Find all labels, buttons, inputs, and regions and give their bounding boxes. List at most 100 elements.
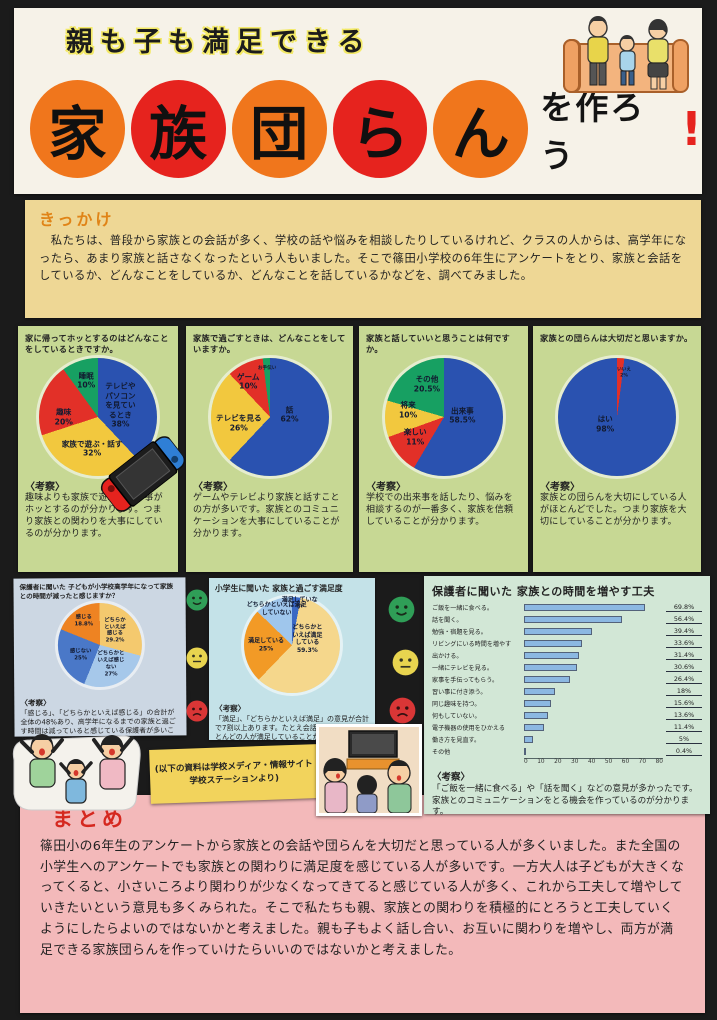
- axis-tick-label: 10: [537, 759, 545, 765]
- survey-panel-relax: 家に帰ってホッとするのはどんなことをしているときですか。 テレビやパソコンを見て…: [18, 326, 186, 572]
- bar-chart-ideas: ご飯を一緒に食べる。 69.8% 話を聞く。 56.4% 勉強・宿題を見る。 39.4% リ…: [432, 601, 702, 765]
- bar-category-label: 家事を手伝ってもらう。: [432, 676, 499, 684]
- title-circle: ら: [332, 80, 428, 178]
- bar-row: ご飯を一緒に食べる。 69.8%: [432, 601, 702, 613]
- kousatsu-label: 〈考察〉: [20, 698, 51, 708]
- pie-slice-label: 睡眠 10%: [77, 371, 96, 390]
- bar-fill: [524, 651, 579, 659]
- pie-slice-label: 趣味 20%: [54, 407, 73, 427]
- bar-row: 家事を手伝ってもらう。 26.4%: [432, 673, 702, 685]
- bar-value-label: 56.4%: [666, 615, 702, 624]
- kousatsu-label: 〈考察〉: [366, 482, 406, 494]
- bar-row: 何もしていない。 13.6%: [432, 709, 702, 721]
- bar-axis: 0 10 20 30 40 50 60 70 80: [524, 758, 663, 765]
- bar-track: [524, 639, 663, 647]
- bar-row: 働き方を見直す。 5%: [432, 733, 702, 745]
- bar-value-label: 26.4%: [666, 675, 702, 684]
- exclamation-mark: !: [681, 102, 702, 156]
- survey-question: 家族と話していいと思うことは何ですか。: [366, 333, 511, 355]
- pie-slice-label: いいえ 2%: [617, 367, 631, 379]
- survey-panel-topics: 家族と話していいと思うことは何ですか。 出来事 58.5% 楽しい 11% 将来 1…: [359, 326, 528, 572]
- bar-track: [524, 699, 663, 707]
- bar-value-label: 69.8%: [666, 603, 702, 612]
- bar-fill: [524, 675, 570, 683]
- pie-slice-label: 話 62%: [280, 405, 299, 424]
- bar-fill: [524, 603, 646, 611]
- bar-track: [524, 603, 663, 611]
- title-suffix: を作ろう: [540, 88, 646, 175]
- bar-track: [524, 663, 663, 671]
- kousatsu-text: 「満足」、「どちらかといえば満足」の意見が合計で7割以上あります。たとえ会話が少…: [215, 715, 369, 742]
- bar-category-label: 一緒にテレビを見る。: [432, 664, 493, 672]
- pie-slice-label: どちらかといえば満足していない: [246, 601, 307, 617]
- bar-row: 話を聞く。 56.4%: [432, 613, 702, 625]
- bar-value-label: 11.4%: [666, 723, 702, 732]
- bar-fill: [524, 615, 622, 623]
- axis-tick-label: 30: [571, 759, 579, 765]
- kousatsu-text: 家族との団らんを大切にしている人がほとんどでした。つまり家族を大切にしていること…: [540, 493, 687, 527]
- kousatsu-label: 〈考察〉: [215, 704, 246, 713]
- panel-title: 保護者に聞いた 家族との時間を増やす工夫: [432, 585, 655, 598]
- bar-track: [524, 651, 663, 659]
- axis-tick-label: 80: [655, 759, 663, 765]
- pie-slice-label: テレビを見る 26%: [216, 413, 262, 433]
- smiley-sad-icon: [389, 697, 416, 724]
- smiley-neutral-icon: [186, 647, 208, 669]
- pie-chart-satisfaction: 満足していない どちらかといえば満足している 59.3% 満足している 25% どちら…: [244, 596, 340, 693]
- bar-category-label: 同じ趣味を持つ。: [432, 700, 481, 708]
- family-sofa-drawing: [563, 16, 689, 93]
- bar-fill: [524, 711, 548, 719]
- bar-category-label: 話を聞く。: [432, 616, 463, 624]
- pie-slice-label: ゲーム 10%: [236, 372, 260, 391]
- panel-title: 小学生に聞いた 家族と過ごす満足度: [215, 584, 343, 593]
- parents-ideas-panel: 保護者に聞いた 家族との時間を増やす工夫 ご飯を一緒に食べる。 69.8% 話を聞く…: [424, 576, 710, 817]
- bar-value-label: 13.6%: [666, 711, 702, 720]
- bar-fill: [524, 627, 593, 635]
- pie-chart-activities: 話 62% テレビを見る 26% ゲーム 10% お手伝い: [210, 358, 329, 477]
- bar-value-label: 31.4%: [666, 651, 702, 660]
- axis-tick-label: 20: [554, 759, 562, 765]
- kousatsu-label: 〈考察〉: [432, 772, 471, 783]
- survey-panel-importance: 家族との団らんは大切だと思いますか。 いいえ 2% はい 98% 〈考察〉 家族と…: [533, 326, 701, 572]
- bar-fill: [524, 699, 552, 707]
- pie-chart-topics: 出来事 58.5% 楽しい 11% 将来 10% その他 20.5%: [384, 358, 503, 477]
- pie-slice-label: 満足していない: [281, 596, 318, 611]
- pie-slice-label: どちらかといえば感じる 29.2%: [104, 617, 126, 644]
- kousatsu-text: 学校での出来事を話したり、悩みを相談するのが一番多く、家族を信頼していることが分…: [366, 493, 514, 527]
- bar-track: [524, 627, 663, 635]
- pie-slice-label: どちらかといえば満足している 59.3%: [292, 624, 323, 654]
- bar-category-label: その他: [432, 748, 451, 756]
- bar-value-label: 5%: [666, 735, 702, 744]
- axis-tick-label: 70: [638, 759, 647, 765]
- survey-panel-time-together: 家族で過ごすときは、どんなことをしていますか。 話 62% テレビを見る 26% ゲ…: [186, 326, 353, 572]
- pie-slice-label: テレビやパソコンを見ているとき 38%: [105, 381, 136, 429]
- pie-chart-importance: いいえ 2% はい 98%: [558, 358, 676, 476]
- smiley-happy-icon: [186, 589, 208, 611]
- axis-tick-label: 0: [524, 759, 528, 765]
- bar-row: その他 0.4%: [432, 745, 702, 757]
- kousatsu-label: 〈考察〉: [540, 482, 580, 493]
- bar-value-label: 18%: [666, 687, 702, 696]
- panel-title: 保護者に聞いた 子どもが小学校高学年になって家族との時間が減ったと感じますか？: [19, 582, 174, 601]
- kousatsu-text: 「ご飯を一緒に食べる」や「話を聞く」などの意見が多かったです。家族とのコミュニケ…: [432, 784, 698, 818]
- bar-track: [524, 675, 663, 683]
- matome-body: 篠田小の6年生のアンケートから家族との会話や団らんを大切だと思っている人が多くい…: [40, 839, 685, 958]
- bar-fill: [524, 639, 583, 647]
- pie-slice-label: どちらかといえば感じない 27%: [97, 650, 125, 678]
- pie-slice-label: その他 20.5%: [413, 374, 441, 394]
- bar-fill: [524, 735, 533, 743]
- pie-slice-label: 将来 10%: [399, 400, 418, 420]
- bar-fill: [524, 723, 544, 731]
- axis-tick-label: 60: [621, 759, 630, 765]
- smiley-sad-icon: [186, 700, 208, 722]
- pie-slice-label: 楽しい 11%: [403, 427, 427, 447]
- bar-row: 出かける。 31.4%: [432, 649, 702, 661]
- kousatsu-text: 趣味よりも家族で遊ぶ、話す事がホッとするのが分かります。つまり家族との関わりを大…: [25, 493, 163, 539]
- matome-heading: まとめ: [52, 807, 127, 831]
- nintendo-switch-drawing: [100, 436, 186, 512]
- bar-track: [524, 615, 663, 623]
- bar-category-label: 習い事に付き添う。: [432, 688, 487, 696]
- smiley-neutral-icon: [392, 649, 419, 676]
- title-circle: ん: [433, 80, 529, 178]
- title-circle: 家: [30, 80, 125, 178]
